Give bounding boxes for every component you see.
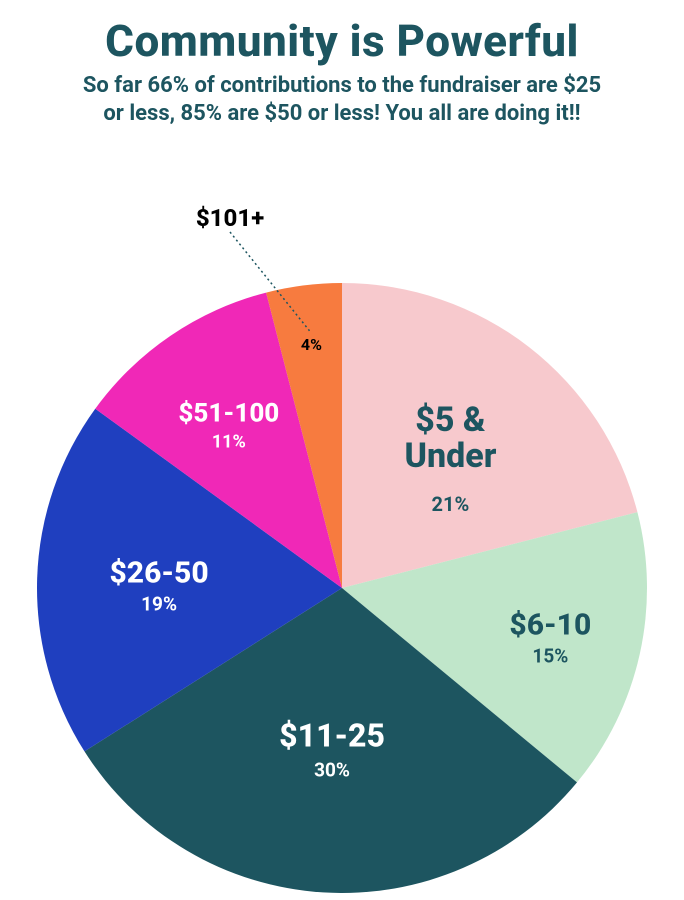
infographic-container: { "header": { "title": "Community is Pow… <box>0 18 684 900</box>
slice-label: $6-10 <box>509 608 591 643</box>
slice-percent: 19% <box>141 592 177 615</box>
slice-percent: 4% <box>301 335 322 354</box>
slice-label: $5 &Under <box>404 400 496 476</box>
slice-label: $11-25 <box>279 716 385 754</box>
slice-percent: 30% <box>314 758 350 781</box>
slice-percent: 11% <box>212 432 246 453</box>
slice-percent: 15% <box>532 645 568 668</box>
slice-label: $26-50 <box>110 555 209 590</box>
slice-percent: 21% <box>432 492 470 516</box>
slice-label: $51-100 <box>178 399 279 429</box>
callout-label: $101+ <box>196 204 264 232</box>
pie-chart: $5 &Under 21% $6-1015% $11-25 30% $26-5019% $5… <box>0 18 684 900</box>
